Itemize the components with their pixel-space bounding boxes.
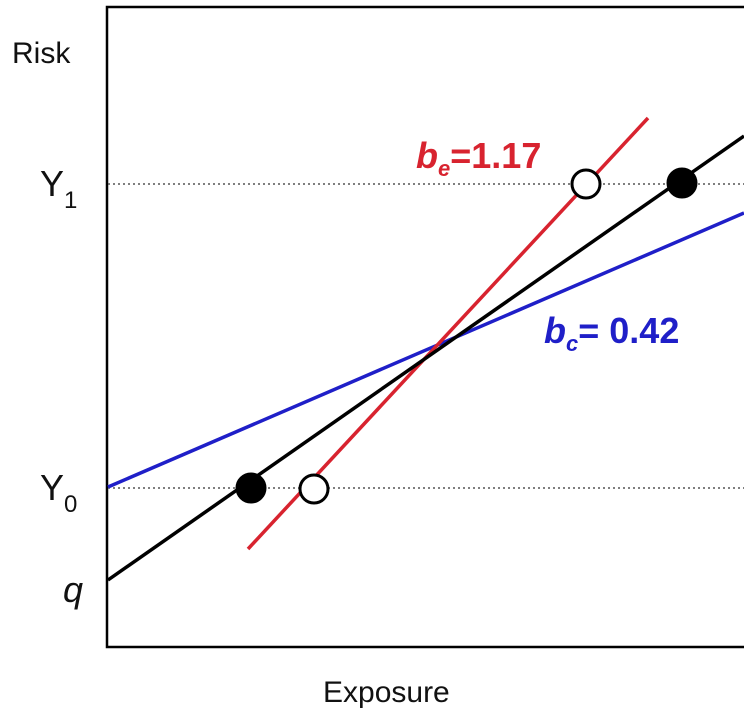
q-tick-label: q (63, 569, 83, 610)
filled-point-high (666, 167, 698, 199)
bc-equation-label: bc= 0.42 (544, 310, 679, 356)
open-point-high (570, 168, 602, 200)
black-line (106, 134, 744, 582)
plot-frame (105, 5, 744, 649)
blue-line (107, 211, 744, 489)
y1-tick-label: Y1 (40, 163, 77, 214)
y0-tick-label: Y0 (40, 467, 77, 518)
filled-point-low (235, 472, 267, 504)
x-axis-label: Exposure (323, 676, 450, 709)
be-equation-label: be=1.17 (416, 135, 541, 181)
y-axis-label: Risk (12, 37, 71, 70)
open-point-low (298, 473, 330, 505)
